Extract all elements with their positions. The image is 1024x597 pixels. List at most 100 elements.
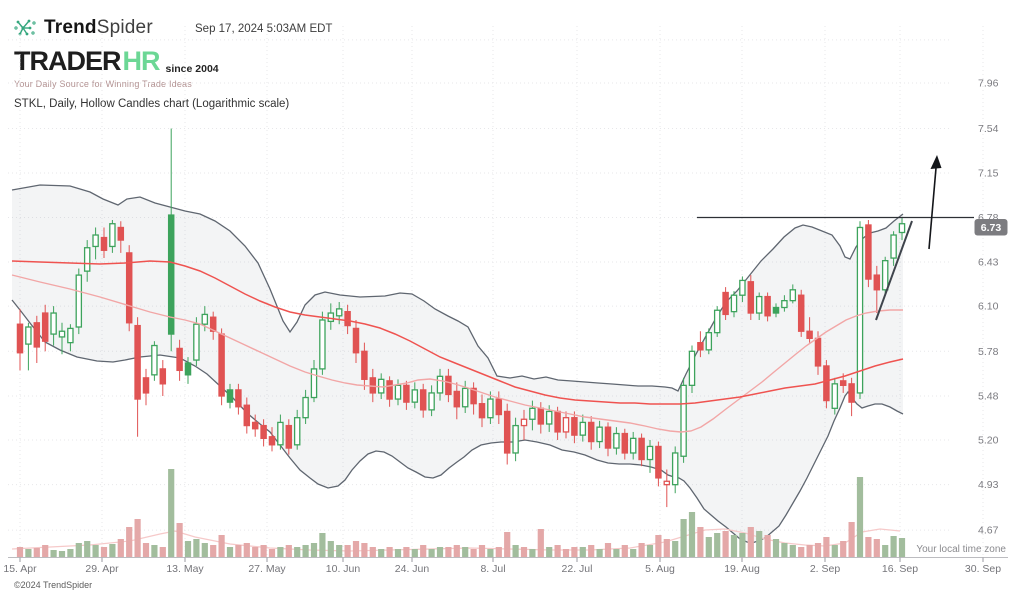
candle-body	[730, 294, 738, 313]
x-axis-label: 16. Sep	[882, 563, 918, 575]
candle-body	[92, 234, 99, 248]
candle-body	[680, 384, 687, 457]
volume-bar	[436, 547, 444, 557]
volume-bar	[344, 545, 351, 557]
volume-bar	[840, 541, 847, 557]
volume-bar	[571, 547, 578, 557]
volume-bar	[394, 549, 402, 557]
volume-bar	[856, 477, 864, 557]
volume-bar	[336, 545, 343, 557]
last-price-badge[interactable]: 6.73	[974, 219, 1008, 236]
candles	[16, 128, 906, 508]
candle-body	[797, 294, 805, 332]
candle-body	[176, 347, 183, 372]
volume-bar	[260, 545, 267, 557]
volume-bar	[361, 543, 368, 557]
candle-body	[159, 368, 167, 385]
candle-body	[865, 224, 872, 280]
x-axis[interactable]: 15. Apr 29. Apr 13. May 27. May 10. Jun 24. J…	[3, 557, 1008, 576]
volume-bar	[252, 547, 259, 557]
candle-body	[117, 226, 125, 241]
candle-body	[461, 387, 469, 408]
volume-bar	[327, 541, 334, 557]
volume-bar	[243, 543, 250, 557]
candle-body	[814, 337, 822, 367]
candle-body	[713, 309, 721, 334]
candle-body	[16, 323, 24, 354]
candle-body	[277, 421, 284, 446]
volume-bar	[831, 545, 838, 557]
volume-bar	[714, 533, 721, 557]
volume-bar	[806, 545, 813, 557]
y-axis-label: 6.43	[978, 256, 999, 268]
candle-body	[789, 289, 797, 302]
candle-body	[697, 341, 704, 351]
candle-body	[419, 389, 427, 411]
candle-body	[587, 421, 595, 443]
volume-bar	[705, 537, 712, 557]
volume-bar	[478, 545, 486, 557]
volume-bar	[890, 536, 897, 557]
candle-body	[201, 313, 209, 325]
volume-bar	[537, 529, 544, 557]
drawing-annotations[interactable]	[697, 155, 974, 321]
candle-body	[537, 407, 545, 425]
trendspider-logo: TrendSpider	[14, 16, 153, 40]
volume-bar	[42, 545, 49, 557]
volume-bar	[268, 549, 276, 557]
brand-name: TrendSpider	[44, 17, 153, 38]
volume-bar	[722, 531, 729, 557]
candle-body	[747, 281, 755, 314]
candle-body	[445, 375, 452, 396]
candle-body	[100, 236, 108, 251]
traderhr-logo-trader: TRADER	[14, 46, 121, 76]
volume-bar	[730, 535, 738, 557]
volume-bar	[487, 549, 494, 557]
candle-body	[235, 389, 242, 408]
candle-body	[671, 452, 679, 486]
volume-bar	[369, 547, 376, 557]
y-axis[interactable]: 7.967.547.156.786.436.105.785.485.204.93…	[978, 77, 999, 536]
chart-title: STKL, Daily, Hollow Candles chart (Logar…	[14, 98, 290, 110]
volume-bar	[898, 538, 906, 557]
candle-body	[638, 437, 645, 461]
candle-body	[25, 326, 32, 345]
candle-body	[352, 327, 360, 354]
volume-bar	[546, 547, 553, 557]
volume-bar	[697, 527, 704, 557]
volume-bar	[865, 537, 872, 557]
candle-body	[67, 327, 74, 344]
candle-body	[470, 387, 477, 405]
volume-bar	[520, 547, 528, 557]
candle-body	[142, 377, 150, 394]
x-axis-label: 15. Apr	[3, 563, 37, 575]
candle-body	[831, 383, 839, 409]
candle-body	[806, 330, 813, 340]
ma-pink-line	[11, 274, 903, 433]
y-axis-label: 5.48	[978, 390, 999, 402]
candle-body	[890, 234, 897, 259]
volume-bar	[453, 545, 460, 557]
volume-bar	[646, 545, 654, 557]
candle-body	[151, 344, 158, 376]
volume-bar	[672, 541, 679, 557]
candle-body	[898, 223, 906, 234]
candle-body	[688, 350, 696, 387]
candle-body	[226, 389, 234, 403]
candle-body	[41, 312, 49, 342]
candle-body	[772, 306, 780, 314]
trendspider-logo-icon	[14, 19, 36, 36]
candle-body	[394, 384, 402, 400]
volume-bar	[873, 539, 880, 557]
volume-bar	[420, 545, 427, 557]
volume-bar	[495, 547, 502, 557]
volume-bar	[588, 545, 595, 557]
x-axis-label: 19. Aug	[724, 563, 760, 575]
y-axis-label: 6.10	[978, 301, 999, 313]
candle-body	[764, 295, 771, 317]
volume-bar	[168, 469, 175, 557]
volume-bar	[92, 545, 99, 557]
candle-body	[319, 319, 326, 370]
volume-bar	[529, 549, 536, 557]
